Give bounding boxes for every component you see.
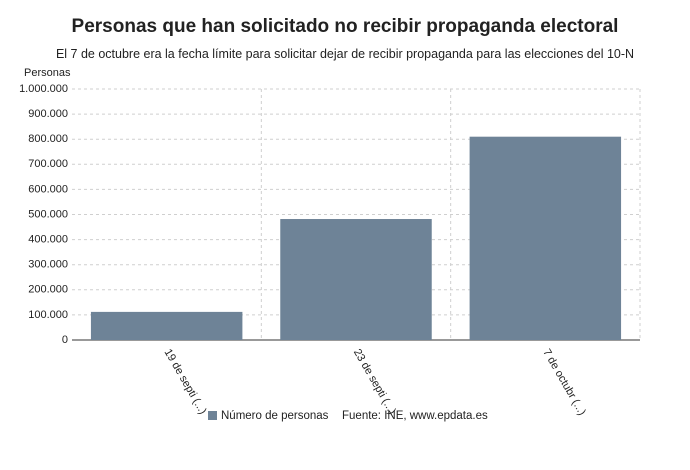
x-tick-label: 7 de octubr (...): [540, 347, 588, 418]
y-tick-label: 300.000: [28, 259, 68, 271]
y-tick-label: 600.000: [28, 183, 68, 195]
y-tick-label: 200.000: [28, 284, 68, 296]
y-tick-label: 900.000: [28, 108, 68, 120]
y-tick-label: 700.000: [28, 158, 68, 170]
y-tick-label: 500.000: [28, 208, 68, 220]
bar: [90, 311, 243, 340]
chart-subtitle: El 7 de octubre era la fecha límite para…: [56, 47, 634, 61]
source: Fuente: INE, www.epdata.es: [342, 410, 488, 422]
y-tick-label: 0: [62, 334, 68, 346]
x-tick-label: 23 de septi (...): [351, 347, 398, 417]
legend-swatch: [208, 411, 217, 420]
legend-label: Número de personas: [221, 410, 329, 422]
y-tick-label: 400.000: [28, 234, 68, 246]
y-tick-label: 100.000: [28, 309, 68, 321]
y-tick-label: 800.000: [28, 133, 68, 145]
bar: [280, 219, 432, 340]
x-tick-label: 19 de septi (...): [162, 347, 209, 417]
y-axis-label: Personas: [24, 67, 71, 79]
y-tick-label: 1.000.000: [19, 83, 68, 95]
bar: [469, 136, 622, 340]
chart-title: Personas que han solicitado no recibir p…: [72, 16, 619, 37]
